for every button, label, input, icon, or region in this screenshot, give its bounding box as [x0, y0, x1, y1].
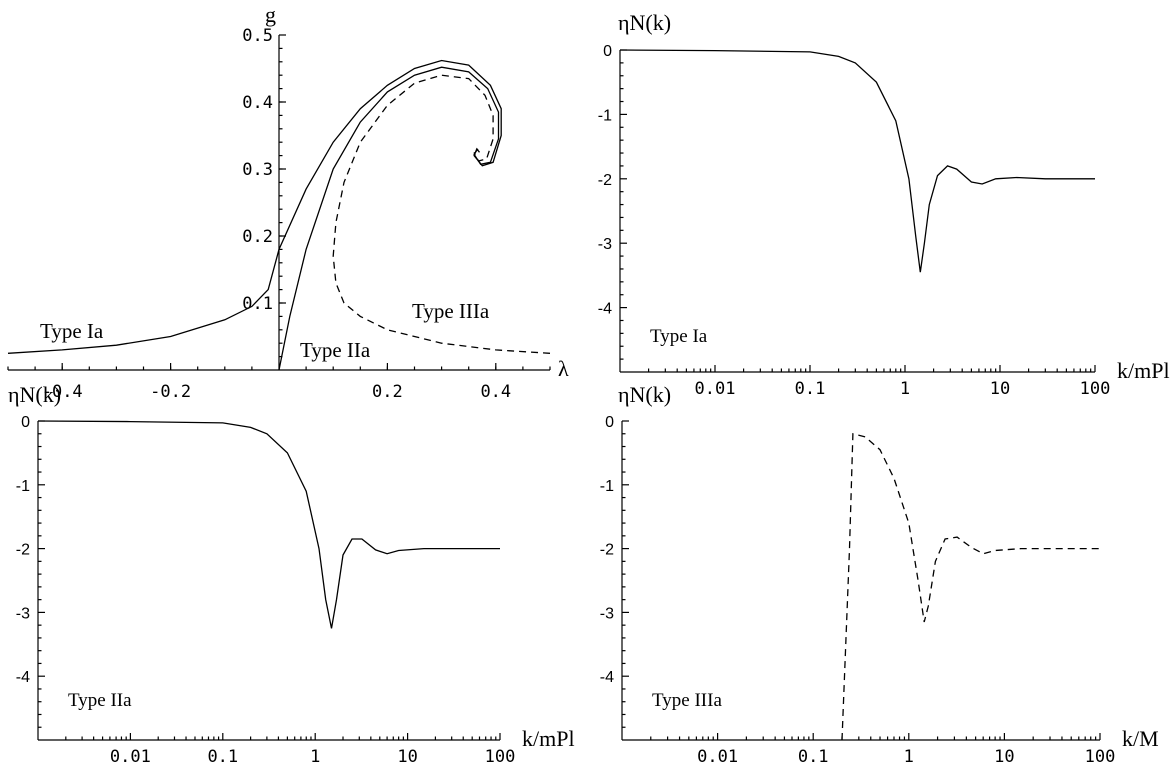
x-tick-label: 0.4 [480, 382, 511, 402]
y-tick-label: -4 [598, 301, 612, 318]
x-tick-label: 0.1 [795, 379, 826, 399]
x-axis-label: k/M [1122, 726, 1159, 751]
annotation-type: Type IIa [68, 690, 132, 711]
x-tick-label: 10 [994, 747, 1014, 767]
x-tick-label: 0.01 [695, 379, 736, 399]
x-axis-label: k/mPl [522, 726, 575, 751]
y-tick-label: -1 [600, 478, 614, 495]
y-tick-label: -2 [600, 542, 614, 559]
y-tick-label: 0.4 [242, 93, 273, 113]
x-tick-label: 0.1 [798, 747, 829, 767]
x-tick-label: 1 [310, 747, 320, 767]
x-tick-label: 100 [1085, 747, 1116, 767]
y-tick-label: -1 [598, 107, 612, 124]
annotation-type-iia: Type IIa [300, 338, 371, 362]
y-tick-label: 0 [21, 414, 30, 431]
x-tick-label: 1 [900, 379, 910, 399]
x-tick-label: 0.2 [372, 382, 403, 402]
y-tick-label: -1 [16, 478, 30, 495]
x-axis-label: k/mPl [1117, 358, 1170, 383]
annotation-type: Type IIIa [652, 690, 722, 711]
annotation-type: Type Ia [650, 326, 708, 347]
y-tick-label: 0.1 [242, 294, 273, 314]
trajectory-line [278, 66, 500, 371]
trajectory-line [7, 59, 502, 354]
y-tick-label: -3 [600, 605, 614, 622]
x-tick-label: 1 [904, 747, 914, 767]
y-axis-label: ηN(k) [618, 10, 671, 35]
eta-line [37, 420, 500, 629]
y-axis-label: ηN(k) [618, 382, 671, 407]
eta-line [619, 49, 1095, 273]
trajectory-line [332, 74, 551, 354]
y-tick-label: -2 [16, 542, 30, 559]
y-axis-label: ηN(k) [8, 382, 61, 407]
x-tick-label: 100 [1080, 379, 1111, 399]
x-tick-label: -0.4 [42, 382, 83, 402]
x-tick-label: 0.01 [697, 747, 738, 767]
y-tick-label: 0 [603, 43, 612, 60]
x-tick-label: 10 [397, 747, 417, 767]
y-tick-label: -3 [598, 236, 612, 253]
annotation-type-iiia: Type IIIa [412, 299, 490, 323]
annotation-type-ia: Type Ia [40, 319, 104, 343]
y-tick-label: -3 [16, 605, 30, 622]
y-tick-label: 0.2 [242, 227, 273, 247]
y-axis-label: g [265, 2, 276, 27]
x-axis-label: λ [558, 356, 569, 381]
y-tick-label: 0.3 [242, 160, 273, 180]
y-tick-label: 0.5 [242, 26, 273, 46]
y-tick-label: -4 [16, 669, 30, 686]
x-tick-label: 0.01 [110, 747, 151, 767]
y-tick-label: -2 [598, 172, 612, 189]
y-tick-label: 0 [605, 414, 614, 431]
x-tick-label: 10 [990, 379, 1010, 399]
y-tick-label: -4 [600, 669, 614, 686]
eta-line [841, 432, 1100, 741]
x-tick-label: 0.1 [207, 747, 238, 767]
x-tick-label: 100 [485, 747, 516, 767]
x-tick-label: -0.2 [150, 382, 191, 402]
